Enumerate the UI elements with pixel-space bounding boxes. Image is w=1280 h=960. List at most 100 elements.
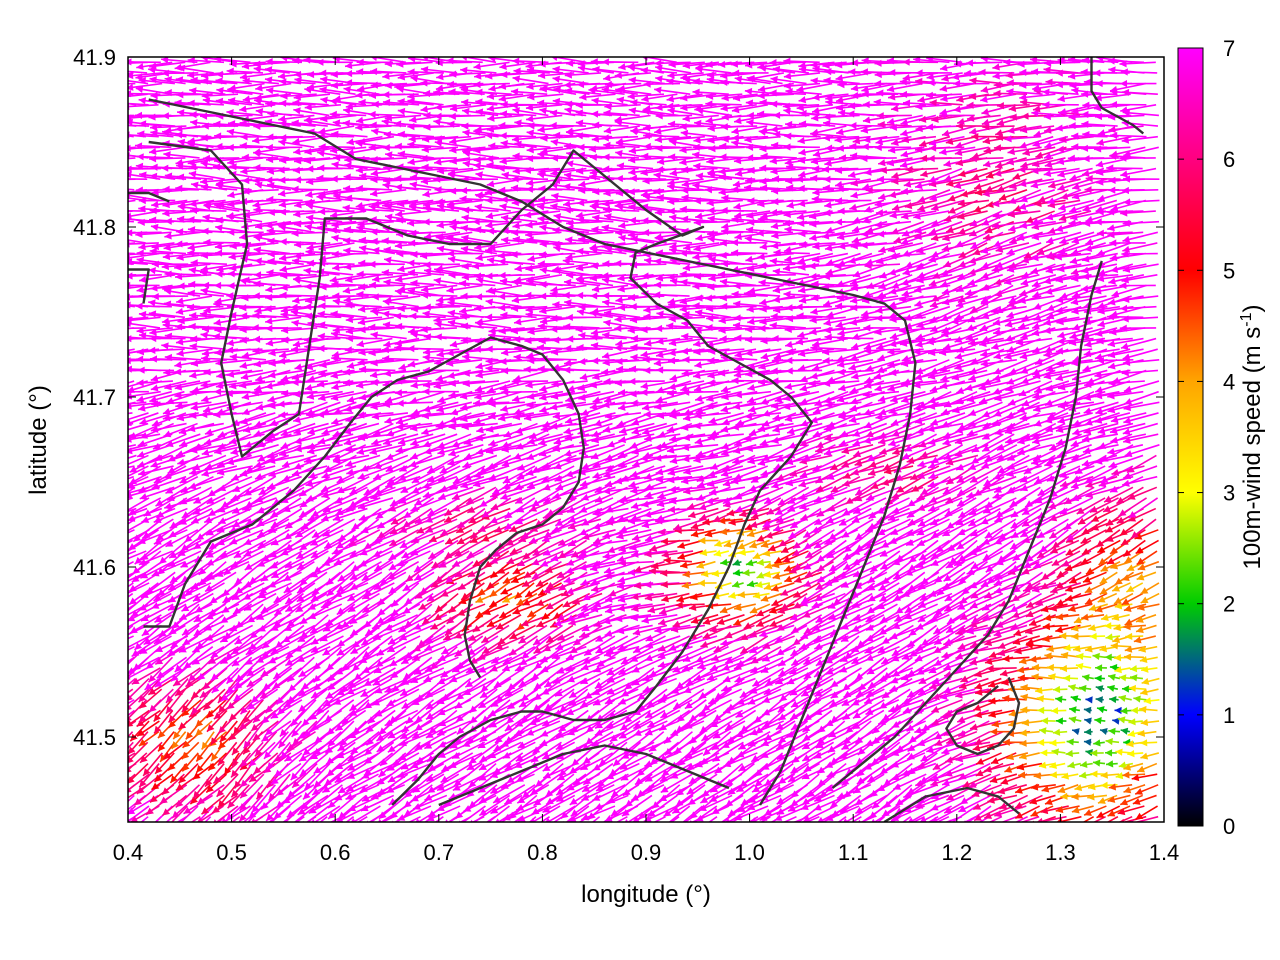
wind-vector-head <box>973 704 982 711</box>
wind-vector-head <box>882 809 890 817</box>
wind-vector-head <box>231 769 239 778</box>
wind-vector-head <box>735 730 744 738</box>
wind-vector-head <box>190 796 198 805</box>
wind-vector-head <box>916 826 924 833</box>
wind-vector-head <box>958 730 967 737</box>
wind-vector-head <box>1015 786 1023 794</box>
wind-vector-head <box>825 814 834 821</box>
wind-vector-head <box>120 832 128 839</box>
wind-vector-head <box>725 818 731 822</box>
wind-vector-head <box>414 831 422 838</box>
wind-vector-head <box>502 751 511 759</box>
wind-vector-head <box>188 825 195 833</box>
wind-vector-head <box>436 804 445 811</box>
wind-vector-head <box>624 715 633 723</box>
wind-vector-head <box>1107 795 1116 803</box>
wind-vector-head <box>488 751 497 759</box>
wind-vector-head <box>398 753 407 761</box>
wind-vector-head <box>825 784 834 792</box>
wind-vector-head <box>725 799 734 807</box>
wind-vector-head <box>872 726 880 734</box>
wind-vector-head <box>326 769 335 777</box>
wind-vector-head <box>1065 749 1073 758</box>
wind-vector-head <box>701 733 710 741</box>
wind-vector-head <box>205 778 213 787</box>
wind-vector-head <box>776 797 785 805</box>
wind-vector-head <box>871 757 880 766</box>
wind-vector-head <box>172 810 180 819</box>
wind-vector-head <box>403 829 411 836</box>
wind-vector-head <box>117 647 125 653</box>
wind-vector-head <box>364 748 373 756</box>
wind-vector-head <box>1052 728 1061 736</box>
wind-vector-head <box>249 774 257 782</box>
wind-vector-head <box>342 716 350 725</box>
wind-vector-head <box>761 763 770 770</box>
wind-vector-head <box>891 760 900 768</box>
wind-vector <box>306 805 330 822</box>
wind-vector <box>912 815 925 822</box>
wind-vector-head <box>261 734 270 742</box>
wind-vector-head <box>380 758 388 766</box>
wind-vector-head <box>163 751 172 760</box>
wind-vector-head <box>328 800 336 808</box>
wind-vector-head <box>196 764 204 773</box>
wind-vector-head <box>569 797 578 805</box>
wind-vector-head <box>1140 752 1149 760</box>
wind-vector-head <box>1079 823 1087 829</box>
wind-vector-head <box>931 816 939 822</box>
wind-vector-head <box>645 711 653 718</box>
wind-vector-head <box>238 825 245 833</box>
wind-vector <box>180 805 199 822</box>
wind-vector-head <box>1079 771 1087 779</box>
wind-vector-head <box>415 715 423 723</box>
wind-vector-head <box>397 771 406 778</box>
wind-vector-head <box>128 807 136 815</box>
wind-vector-head <box>856 777 865 785</box>
wind-vector-head <box>337 744 346 751</box>
wind-vector-head <box>907 829 915 836</box>
wind-vector-head <box>465 830 473 837</box>
wind-vector-head <box>853 786 861 794</box>
wind-vector-head <box>944 709 953 717</box>
wind-vector-head <box>139 714 147 723</box>
wind-vector-head <box>801 772 810 780</box>
wind-vector <box>487 805 510 822</box>
wind-vector-head <box>870 789 878 798</box>
wind-vector-head <box>644 760 653 768</box>
wind-vector-head <box>299 754 307 762</box>
wind-vector-head <box>778 735 787 744</box>
wind-vector-head <box>248 811 257 819</box>
wind-vector-head <box>208 763 216 771</box>
wind-vector-head <box>414 723 423 731</box>
wind-vector-head <box>625 799 633 807</box>
wind-vector-head <box>348 731 357 739</box>
wind-vector-head <box>109 822 117 829</box>
wind-vector-head <box>154 725 162 734</box>
wind-vector-head <box>309 712 318 720</box>
wind-vector-head <box>1135 788 1144 795</box>
wind-vector-head <box>109 684 117 691</box>
wind-vector-head <box>735 710 744 718</box>
wind-vector-head <box>1127 730 1136 738</box>
wind-vector-head <box>945 756 953 764</box>
wind-vector <box>721 805 745 822</box>
wind-vector-head <box>790 766 799 774</box>
wind-vector-head <box>376 745 385 752</box>
wind-vector-head <box>807 790 816 798</box>
wind-vector-head <box>727 809 736 817</box>
wind-vector-head <box>219 734 228 743</box>
wind-vector-head <box>762 721 771 728</box>
wind-vector <box>963 815 977 822</box>
wind-vector-head <box>588 812 596 820</box>
wind-vector-head <box>836 792 845 799</box>
wind-vector <box>1092 815 1106 822</box>
wind-vector-head <box>182 763 190 772</box>
wind-vector-head <box>114 492 122 499</box>
wind-vector-head <box>450 741 458 749</box>
wind-vector-head <box>790 712 799 720</box>
wind-vector-head <box>958 828 966 835</box>
wind-vector-head <box>440 775 449 783</box>
wind-vector-head <box>663 809 672 817</box>
wind-vector-head <box>872 737 881 745</box>
